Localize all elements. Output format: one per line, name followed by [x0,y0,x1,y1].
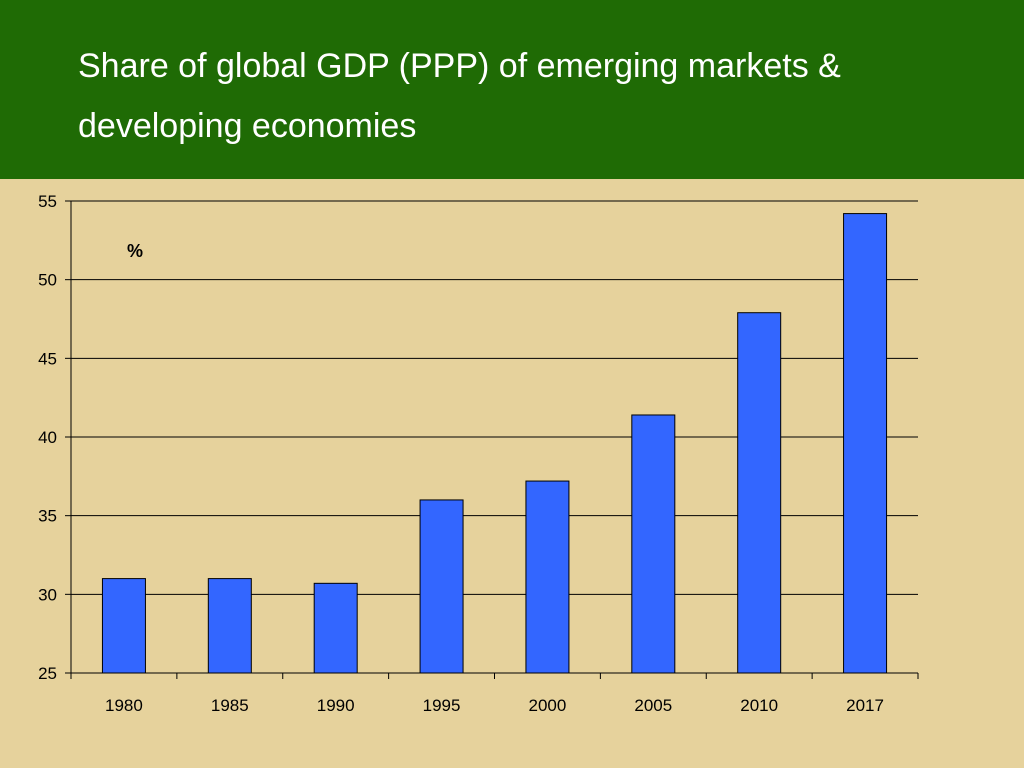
x-tick-label: 2005 [634,696,672,715]
x-tick-label: 2000 [529,696,567,715]
y-tick-label: 45 [38,349,57,368]
bar [525,480,570,674]
bar [207,578,252,674]
slide-title: Share of global GDP (PPP) of emerging ma… [78,36,978,156]
x-tick-label: 1995 [423,696,461,715]
unit-label: % [127,241,143,261]
y-tick-label: 55 [38,192,57,211]
gridlines [71,200,918,595]
bar [631,414,676,674]
bar [313,582,358,674]
title-banner: Share of global GDP (PPP) of emerging ma… [0,0,1024,179]
slide-title-line-1: Share of global GDP (PPP) of emerging ma… [78,47,841,85]
x-tick-label: 2017 [846,696,884,715]
y-tick-label: 30 [38,585,57,604]
bar [419,499,464,674]
bar [843,213,888,674]
x-tick-label: 2010 [740,696,778,715]
bar-chart: 25 30 35 40 45 50 55 1980 1985 1990 1995 2000 2005 20… [38,192,919,715]
y-tick-label: 40 [38,428,57,447]
axes: 25 30 35 40 45 50 55 1980 1985 1990 1995 2000 2005 20… [38,192,919,715]
x-tick-label: 1990 [317,696,355,715]
bar [737,312,782,674]
slide-title-line-2: developing economies [78,107,417,145]
y-tick-label: 50 [38,271,57,290]
bar [101,578,146,674]
y-tick-label: 25 [38,664,57,683]
bars [101,213,888,674]
y-tick-label: 35 [38,507,57,526]
x-tick-label: 1985 [211,696,249,715]
x-tick-label: 1980 [105,696,143,715]
